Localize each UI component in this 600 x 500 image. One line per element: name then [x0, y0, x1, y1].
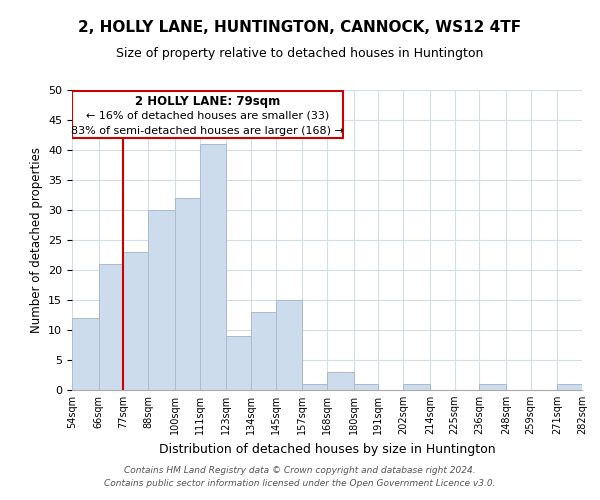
Bar — [148, 210, 175, 390]
Bar — [403, 384, 430, 390]
Bar — [557, 384, 582, 390]
Bar — [327, 372, 354, 390]
Bar — [72, 318, 99, 390]
Text: Size of property relative to detached houses in Huntington: Size of property relative to detached ho… — [116, 48, 484, 60]
X-axis label: Distribution of detached houses by size in Huntington: Distribution of detached houses by size … — [158, 442, 496, 456]
Text: 83% of semi-detached houses are larger (168) →: 83% of semi-detached houses are larger (… — [71, 126, 344, 136]
Text: Contains HM Land Registry data © Crown copyright and database right 2024.
Contai: Contains HM Land Registry data © Crown c… — [104, 466, 496, 487]
Text: ← 16% of detached houses are smaller (33): ← 16% of detached houses are smaller (33… — [86, 110, 329, 120]
Text: 2, HOLLY LANE, HUNTINGTON, CANNOCK, WS12 4TF: 2, HOLLY LANE, HUNTINGTON, CANNOCK, WS12… — [79, 20, 521, 35]
Bar — [354, 384, 379, 390]
Bar — [124, 252, 148, 390]
Bar — [479, 384, 506, 390]
Bar — [275, 300, 302, 390]
Bar — [99, 264, 124, 390]
Bar — [175, 198, 200, 390]
Bar — [199, 144, 226, 390]
Bar — [226, 336, 251, 390]
Text: 2 HOLLY LANE: 79sqm: 2 HOLLY LANE: 79sqm — [135, 95, 280, 108]
Bar — [251, 312, 275, 390]
FancyBboxPatch shape — [72, 91, 343, 138]
Bar — [302, 384, 327, 390]
Y-axis label: Number of detached properties: Number of detached properties — [29, 147, 43, 333]
